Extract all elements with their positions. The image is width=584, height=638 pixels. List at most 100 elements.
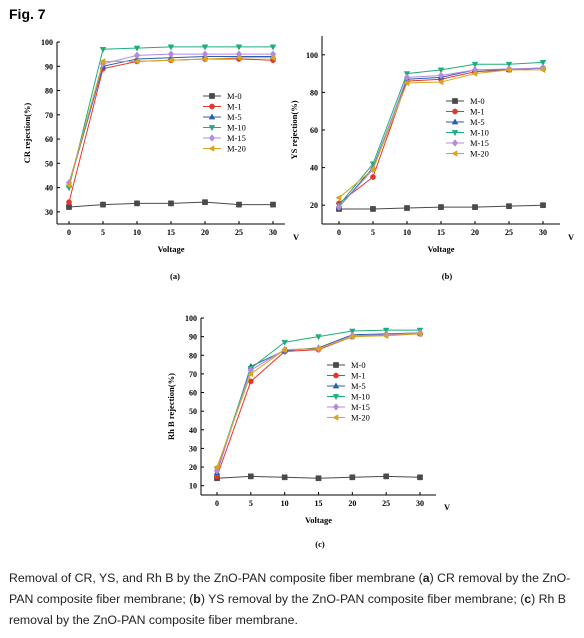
x-tick-label: 0 bbox=[215, 499, 219, 508]
data-point bbox=[99, 46, 107, 53]
caption-text-1: Removal of CR, YS, and Rh B by the ZnO-P… bbox=[9, 571, 423, 585]
data-point bbox=[370, 174, 376, 180]
y-tick-label: 40 bbox=[189, 426, 197, 435]
data-point bbox=[270, 201, 276, 208]
data-point bbox=[382, 327, 390, 334]
legend-label: M-10 bbox=[470, 128, 489, 138]
y-tick-label: 20 bbox=[310, 201, 318, 210]
legend-label: M-10 bbox=[351, 392, 370, 402]
legend-marker bbox=[452, 108, 458, 115]
panel-label: (a) bbox=[170, 271, 180, 281]
y-tick-label: 50 bbox=[45, 159, 53, 168]
legend-label: M-0 bbox=[227, 91, 242, 101]
y-axis-title: CR rejection(%) bbox=[22, 103, 32, 164]
data-point bbox=[437, 67, 445, 74]
legend-label: M-5 bbox=[351, 381, 366, 391]
legend: M-0M-1M-5M-10M-15M-20 bbox=[327, 360, 370, 423]
x-tick-label: 0 bbox=[67, 228, 71, 237]
series-m-20 bbox=[335, 66, 546, 201]
legend-marker bbox=[451, 150, 458, 157]
y-tick-label: 70 bbox=[45, 111, 53, 120]
x-tick-label: 5 bbox=[371, 228, 375, 237]
data-point bbox=[348, 333, 355, 340]
x-axis-unit: V bbox=[293, 232, 300, 242]
x-tick-label: 25 bbox=[505, 228, 513, 237]
legend-label: M-5 bbox=[227, 112, 242, 122]
y-tick-label: 60 bbox=[45, 135, 53, 144]
x-tick-label: 25 bbox=[235, 228, 243, 237]
data-point bbox=[505, 61, 513, 68]
caption-text-3: ) YS removal by the ZnO-PAN composite fi… bbox=[200, 592, 525, 606]
panel-label: (b) bbox=[442, 271, 453, 281]
data-point bbox=[506, 203, 512, 209]
legend-marker bbox=[452, 98, 458, 104]
y-tick-label: 100 bbox=[41, 38, 53, 47]
x-tick-label: 20 bbox=[201, 228, 209, 237]
y-tick-label: 80 bbox=[45, 87, 53, 96]
data-point bbox=[369, 166, 376, 173]
caption-bold-a: a bbox=[422, 571, 430, 585]
legend-label: M-1 bbox=[227, 102, 242, 112]
data-point bbox=[201, 44, 209, 51]
x-tick-label: 15 bbox=[167, 228, 175, 237]
data-point bbox=[269, 54, 276, 62]
y-tick-label: 90 bbox=[189, 333, 197, 342]
chart-panel-a: 30 40 50 60 70 80 90 100 0 5 10 15 20 25 30 Voltage V CR … bbox=[22, 38, 300, 281]
x-axis-unit: V bbox=[568, 232, 575, 242]
legend-label: M-20 bbox=[470, 149, 489, 159]
x-tick-label: 30 bbox=[269, 228, 277, 237]
data-point bbox=[202, 199, 208, 206]
data-point bbox=[99, 58, 106, 65]
data-point bbox=[437, 71, 445, 80]
legend-label: M-1 bbox=[351, 371, 366, 381]
data-point bbox=[437, 78, 444, 86]
y-axis-title: YS rejection(%) bbox=[289, 100, 299, 159]
x-tick-label: 30 bbox=[416, 499, 424, 508]
x-tick-label: 15 bbox=[315, 499, 323, 508]
data-point bbox=[539, 59, 547, 66]
series-m-0 bbox=[214, 473, 423, 482]
legend-marker bbox=[208, 134, 216, 142]
x-tick-label: 0 bbox=[337, 228, 341, 237]
x-axis-title: Voltage bbox=[305, 515, 332, 525]
legend-label: M-20 bbox=[227, 144, 246, 154]
data-point bbox=[540, 202, 546, 209]
x-tick-label: 10 bbox=[281, 499, 289, 508]
series-m-10 bbox=[335, 59, 547, 209]
figure-label: Fig. 7 bbox=[9, 6, 46, 22]
y-tick-label: 90 bbox=[45, 62, 53, 71]
series-line bbox=[216, 333, 421, 477]
series-line bbox=[216, 333, 421, 468]
series-m-20 bbox=[65, 54, 276, 189]
x-tick-label: 10 bbox=[133, 228, 141, 237]
data-point bbox=[236, 201, 242, 208]
data-point bbox=[168, 200, 174, 207]
data-point bbox=[539, 66, 546, 74]
series-line bbox=[216, 332, 421, 473]
data-point bbox=[66, 199, 72, 206]
series-m-0 bbox=[66, 199, 276, 210]
x-axis-title: Voltage bbox=[427, 244, 454, 254]
x-tick-label: 15 bbox=[437, 228, 445, 237]
series-m-15 bbox=[213, 329, 424, 475]
y-tick-label: 100 bbox=[306, 51, 318, 60]
caption-bold-b: b bbox=[193, 592, 201, 606]
y-tick-label: 80 bbox=[189, 351, 197, 360]
data-point bbox=[281, 339, 288, 346]
data-point bbox=[382, 332, 389, 339]
legend-marker bbox=[209, 103, 215, 110]
data-point bbox=[438, 204, 444, 210]
data-point bbox=[472, 204, 478, 210]
data-point bbox=[133, 51, 141, 60]
y-tick-label: 20 bbox=[189, 463, 197, 472]
data-point bbox=[133, 58, 140, 65]
data-point bbox=[349, 328, 356, 335]
data-point bbox=[133, 45, 141, 52]
legend: M-0M-1M-5M-10M-15M-20 bbox=[446, 96, 489, 159]
data-point bbox=[404, 205, 410, 211]
data-point bbox=[335, 194, 342, 201]
data-point bbox=[370, 206, 376, 212]
legend-label: M-15 bbox=[227, 133, 246, 143]
data-point bbox=[281, 346, 287, 353]
data-point bbox=[349, 474, 356, 481]
